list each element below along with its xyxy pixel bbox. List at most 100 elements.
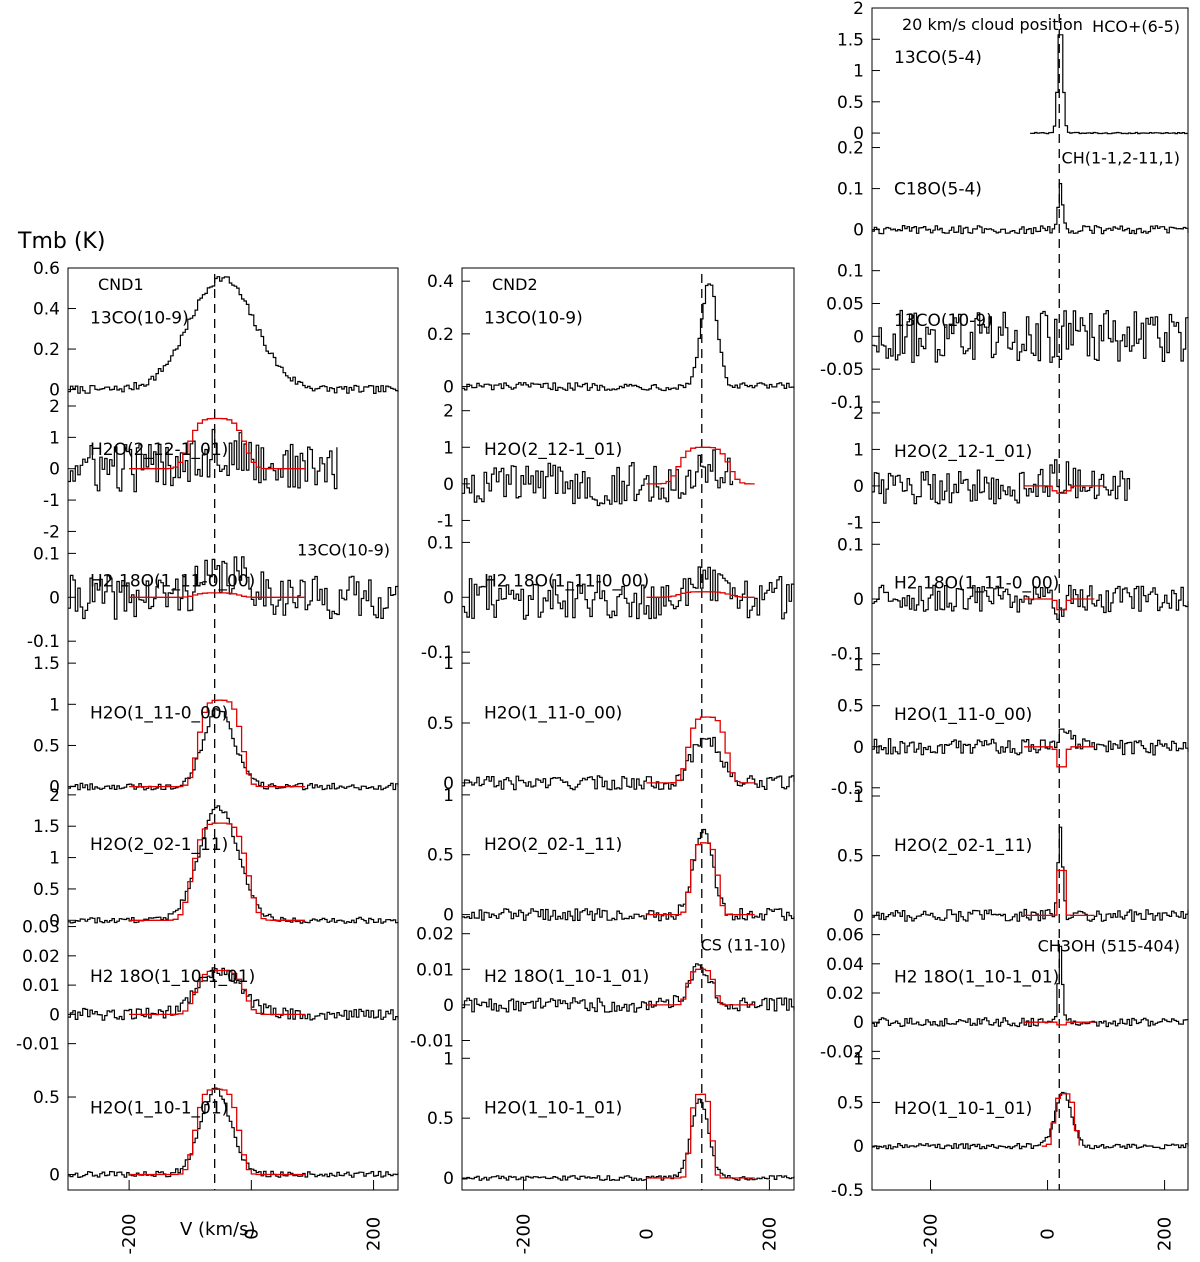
model-spectrum	[129, 1088, 306, 1176]
y-tick-label: -0.05	[820, 360, 864, 380]
y-tick-label: 0.02	[22, 947, 60, 967]
y-tick-label: 0.01	[416, 960, 454, 980]
plot-frame	[461, 267, 795, 1191]
observed-spectrum	[462, 283, 795, 392]
model-spectrum	[129, 822, 306, 921]
y-tick-label: -0.1	[421, 643, 454, 663]
y-tick-label: -0.5	[831, 779, 864, 799]
line-label: H2O(1_10-1_01)	[484, 1099, 622, 1119]
y-tick-label: 0	[443, 906, 454, 926]
spectrum-panel-2: -1 0 1 2 H2O(2_12-1_01)	[437, 402, 755, 531]
x-axis-label: V (km/s)	[180, 1219, 255, 1240]
line-label: H2O(2_12-1_01)	[894, 442, 1032, 462]
model-spectrum	[129, 417, 306, 470]
line-label: H2O(1_11-0_00)	[484, 703, 622, 723]
observed-spectrum	[872, 826, 1189, 922]
y-tick-label: -1	[847, 513, 864, 533]
line-label: H2O(2_02-1_11)	[90, 835, 228, 855]
position-tag: 20 km/s cloud position	[902, 15, 1083, 34]
y-tick-label: 0.02	[416, 925, 454, 945]
y-tick-label: -2	[43, 522, 60, 542]
y-tick-label: 1.5	[837, 30, 864, 50]
y-axis-label: Tmb (K)	[17, 229, 105, 254]
x-tick-label: 0	[241, 1228, 262, 1239]
line-label: H2O(1_10-1_01)	[90, 1099, 228, 1119]
model-spectrum	[1024, 869, 1095, 917]
x-tick-label: 200	[1155, 1217, 1176, 1251]
spectrum-panel-4: 0 0.5 1 1.5 H2O(1_11-0_00)	[33, 654, 399, 798]
spectrum-panel-6: -0.5 0 0.5 1 H2O(1_11-0_00)	[831, 656, 1189, 799]
line-label: 13CO(5-4)	[894, 48, 982, 68]
y-tick-label: 0	[853, 1013, 864, 1033]
y-tick-label: 1.5	[33, 654, 60, 674]
model-spectrum	[1024, 1021, 1095, 1026]
y-tick-label: 0.06	[826, 926, 864, 946]
y-tick-label: 1	[443, 1049, 454, 1069]
y-tick-label: 0.04	[826, 955, 864, 975]
y-tick-label: 0	[49, 911, 60, 931]
y-tick-label: 1	[49, 695, 60, 715]
observed-spectrum	[68, 428, 338, 493]
observed-spectrum	[872, 459, 1131, 505]
spectrum-panel-5: 0 0.5 1 1.5 2 H2O(2_02-1_11)	[33, 786, 399, 931]
spectrum-panel-6: -0.01 0 0.01 0.02 0.03 H2 18O(1_10-1_01)	[16, 918, 399, 1055]
y-tick-label: -0.1	[831, 645, 864, 665]
y-tick-label: 0.5	[427, 1109, 454, 1129]
line-label: 13CO(10-9)	[894, 311, 993, 331]
y-tick-label: 1	[49, 428, 60, 448]
spectrum-panel-3: -0.1 0 0.1 H2 18O(1_11-0_00) 13CO(10-9)	[27, 540, 399, 652]
chart-column-2: -200 0 20000.20.413CO(10-9)CND2-1012H2O(2_…	[410, 267, 795, 1254]
y-tick-label: -1	[437, 511, 454, 531]
y-tick-label: 0	[853, 906, 864, 926]
observed-spectrum	[68, 967, 399, 1021]
y-tick-label: 0.2	[837, 139, 864, 159]
y-tick-label: 0	[49, 588, 60, 608]
observed-spectrum	[1030, 34, 1188, 135]
y-tick-label: 0	[853, 1137, 864, 1157]
y-tick-label: 0.5	[837, 697, 864, 717]
y-tick-label: 0	[49, 460, 60, 480]
line-label: C18O(5-4)	[894, 179, 982, 199]
model-spectrum	[129, 592, 306, 598]
spectrum-panel-1: 0 0.5 1 1.5 2 13CO(5-4) 20 km/s cloud position…	[837, 0, 1188, 144]
y-tick-label: -0.5	[831, 1181, 864, 1201]
y-tick-label: 0	[49, 381, 60, 401]
line-label: H2O(2_02-1_11)	[894, 836, 1032, 856]
annotation-label: HCO+(6-5)	[1092, 17, 1180, 36]
observed-spectrum	[872, 945, 1189, 1028]
y-tick-label: 1	[853, 62, 864, 82]
y-tick-label: 0.5	[427, 846, 454, 866]
spectrum-panel-1: 0 0.2 0.4 13CO(10-9) CND2	[427, 272, 795, 398]
line-label: H2 18O(1_11-0_00)	[484, 572, 649, 592]
observed-spectrum	[872, 183, 1189, 235]
y-tick-label: 0.03	[22, 918, 60, 938]
line-label: H2O(1_10-1_01)	[894, 1099, 1032, 1119]
line-label: H2 18O(1_10-1_01)	[894, 967, 1059, 987]
y-tick-label: 1	[853, 656, 864, 676]
y-tick-label: 0	[49, 1005, 60, 1025]
spectrum-panel-7: 0 0.5 H2O(1_10-1_01)	[33, 1087, 399, 1186]
annotation-label: CH(1-1,2-11,1)	[1062, 148, 1180, 167]
y-tick-label: 0	[443, 378, 454, 398]
y-tick-label: 0	[853, 124, 864, 144]
line-label: 13CO(10-9)	[90, 308, 189, 328]
y-tick-label: 0	[443, 475, 454, 495]
observed-spectrum	[68, 1087, 399, 1178]
model-spectrum	[129, 969, 306, 1016]
y-tick-label: 0	[853, 590, 864, 610]
observed-spectrum	[462, 963, 795, 1013]
position-tag: CND1	[98, 275, 144, 294]
y-tick-label: 0	[853, 477, 864, 497]
y-tick-label: 2	[443, 402, 454, 422]
y-tick-label: 0	[443, 1169, 454, 1189]
observed-spectrum	[68, 556, 399, 620]
spectrum-panel-4: 0 0.5 1 H2O(1_11-0_00)	[427, 654, 795, 794]
x-tick-label: 200	[364, 1217, 385, 1251]
spectrum-panel-7: 0 0.5 1 H2O(2_02-1_11)	[837, 787, 1189, 926]
y-tick-label: 0.5	[837, 847, 864, 867]
x-tick-label: 0	[1038, 1228, 1059, 1239]
plot-frame	[67, 267, 399, 1191]
observed-spectrum	[462, 449, 734, 507]
y-tick-label: 0.4	[427, 272, 454, 292]
y-tick-label: 0	[853, 738, 864, 758]
